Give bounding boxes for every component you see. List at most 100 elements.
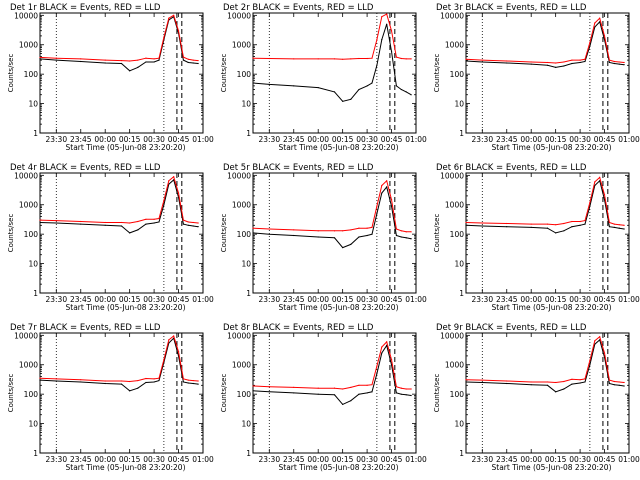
x-tick-label: 00:30: [356, 135, 378, 144]
events-data-point: [481, 61, 483, 63]
events-data-point: [120, 383, 123, 385]
events-data-point: [481, 225, 483, 227]
lld-data-point: [613, 60, 615, 63]
panel-title: Det 1r BLACK = Events, RED = LLD: [10, 3, 161, 13]
x-tick-label: 23:30: [45, 455, 67, 464]
events-data-point: [530, 63, 532, 65]
lld-data-point: [386, 341, 388, 343]
lld-data-point: [182, 56, 185, 58]
lld-data-point: [589, 359, 591, 362]
x-tick-label: 23:45: [70, 135, 92, 144]
panel-title: Det 6r BLACK = Events, RED = LLD: [436, 163, 587, 173]
events-data-point: [594, 26, 596, 28]
events-data-point: [376, 213, 378, 215]
events-data-point: [608, 226, 611, 228]
lld-data-point: [594, 22, 596, 24]
events-data-point: [182, 381, 185, 383]
y-axis-label: Counts/sec: [7, 54, 15, 93]
events-data-point: [400, 88, 402, 91]
lld-data-point: [268, 228, 270, 230]
lld-data-point: [381, 184, 383, 187]
events-series-line: [252, 185, 412, 249]
y-tick-label: 100: [450, 390, 465, 399]
events-data-point: [371, 391, 373, 393]
lld-data-point: [563, 222, 565, 225]
events-data-point: [158, 221, 160, 223]
lld-data-point: [358, 57, 360, 60]
lld-data-point: [187, 221, 189, 223]
lld-data-point: [104, 59, 106, 61]
y-axis-label: Counts/sec: [433, 214, 441, 253]
lld-data-point: [342, 58, 344, 60]
events-data-point: [187, 224, 189, 226]
events-data-point: [293, 392, 295, 394]
lld-data-point: [599, 336, 601, 338]
events-data-point: [381, 38, 383, 41]
events-data-point: [182, 223, 185, 225]
events-data-point: [579, 382, 581, 384]
lld-data-point: [555, 62, 557, 64]
x-tick-label: 00:45: [381, 135, 403, 144]
x-tick-label: 00:30: [569, 455, 591, 464]
events-data-point: [400, 393, 402, 395]
events-data-point: [613, 226, 615, 228]
y-tick-label: 1: [246, 129, 251, 138]
events-series-line: [252, 24, 412, 102]
lld-data-point: [293, 58, 295, 60]
events-data-point: [120, 62, 123, 65]
events-data-point: [555, 232, 557, 234]
events-data-point: [104, 382, 106, 385]
lld-data-point: [55, 219, 57, 222]
y-tick-label: 1: [459, 289, 464, 298]
events-data-point: [129, 70, 131, 72]
y-tick-label: 100: [24, 70, 39, 79]
lld-data-point: [530, 381, 532, 383]
lld-data-point: [405, 58, 407, 60]
lld-data-point: [342, 388, 344, 390]
lld-series-line: [465, 176, 625, 226]
lld-data-point: [623, 224, 625, 226]
lld-data-point: [530, 223, 532, 225]
x-tick-label: 23:30: [471, 135, 493, 144]
events-data-point: [129, 390, 131, 392]
y-tick-label: 1: [459, 449, 464, 458]
events-data-point: [252, 390, 254, 392]
events-data-point: [342, 403, 344, 405]
y-tick-label: 100: [24, 390, 39, 399]
events-data-point: [395, 392, 398, 394]
lld-data-point: [80, 220, 82, 223]
x-tick-label: 01:00: [618, 455, 640, 464]
y-tick-label: 10: [454, 100, 464, 109]
lld-data-point: [182, 378, 185, 380]
x-tick-label: 00:15: [545, 295, 567, 304]
lld-data-point: [603, 352, 606, 354]
x-tick-label: 00:45: [168, 295, 190, 304]
events-data-point: [350, 400, 352, 402]
lld-data-point: [192, 379, 194, 382]
lld-data-point: [39, 56, 41, 59]
lld-data-point: [400, 230, 402, 232]
lld-data-point: [268, 57, 270, 60]
y-tick-label: 1: [33, 129, 38, 138]
lld-data-point: [158, 217, 160, 220]
plot-frame: [252, 172, 417, 294]
y-tick-label: 10000: [440, 331, 464, 340]
y-tick-label: 1000: [232, 201, 251, 210]
lld-data-point: [55, 57, 57, 59]
y-tick-label: 10000: [440, 171, 464, 180]
events-data-point: [333, 237, 336, 239]
events-data-point: [252, 232, 254, 234]
lld-data-point: [395, 56, 398, 58]
events-data-point: [608, 382, 611, 385]
lld-data-point: [405, 231, 407, 233]
events-series-line: [252, 344, 412, 406]
y-axis-label: Counts/sec: [433, 374, 441, 413]
lld-data-point: [579, 220, 581, 223]
events-data-point: [546, 64, 549, 66]
lld-series-line: [39, 335, 199, 383]
lld-data-point: [506, 60, 508, 62]
y-axis-label: Counts/sec: [7, 214, 15, 253]
events-data-point: [465, 381, 467, 383]
events-data-point: [366, 85, 368, 87]
events-data-point: [546, 384, 549, 386]
